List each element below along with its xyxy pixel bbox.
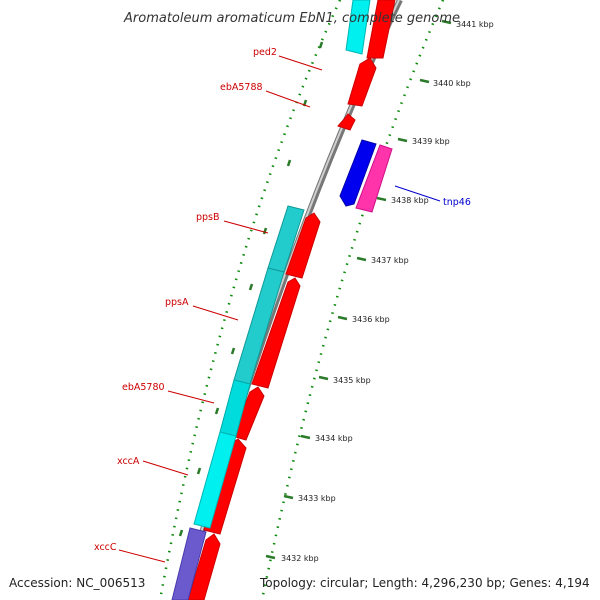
gene-labels: ped2 ebA5788 ppsB ppsA ebA5780 xccA xccC… <box>94 47 471 553</box>
topology-text: Topology: circular; Length: 4,296,230 bp… <box>259 576 590 590</box>
gene-label-ebA5780[interactable]: ebA5780 <box>122 382 165 393</box>
gene-label-ppsA[interactable]: ppsA <box>165 297 189 308</box>
gene-arrow-ped2[interactable] <box>347 57 377 107</box>
gene-label-ppsB[interactable]: ppsB <box>196 212 220 223</box>
tick-label: 3434 kbp <box>315 434 353 443</box>
outer-major-tick <box>283 494 294 500</box>
tick-labels: 3432 kbp 3433 kbp 3434 kbp 3435 kbp 3436… <box>281 20 494 563</box>
gene-arrow-top-cyan[interactable] <box>345 0 371 55</box>
leader-line-tnp46 <box>394 185 441 202</box>
inner-major-tick <box>230 347 236 355</box>
inner-major-ticks <box>178 41 324 537</box>
leader-line-ped2 <box>278 55 323 71</box>
tick-label: 3433 kbp <box>298 494 336 503</box>
outer-major-tick <box>300 434 311 440</box>
gene-label-tnp46[interactable]: tnp46 <box>443 197 471 208</box>
outer-major-tick <box>419 78 430 84</box>
leader-line-xccC <box>118 549 166 563</box>
outer-major-tick <box>337 315 348 321</box>
gene-arrow-xccA-reverse[interactable] <box>193 431 237 529</box>
inner-major-tick <box>262 227 268 235</box>
tnp46-genes <box>339 139 393 213</box>
forward-genes <box>187 0 396 600</box>
tick-label: 3432 kbp <box>281 554 319 563</box>
gene-arrow-tnp46-pink[interactable] <box>355 144 393 213</box>
gene-label-xccC[interactable]: xccC <box>94 542 117 553</box>
accession-text: Accession: NC_006513 <box>9 576 145 590</box>
gene-arrow-tnp46-blue[interactable] <box>339 139 377 207</box>
tick-label: 3437 kbp <box>371 256 409 265</box>
leader-line-ppsB <box>223 220 269 234</box>
gene-arrow-top-red[interactable] <box>366 0 396 59</box>
leader-line-xccA <box>142 460 189 476</box>
tick-label: 3436 kbp <box>352 315 390 324</box>
gene-arrow-xccC-reverse[interactable] <box>171 527 207 600</box>
gene-label-ebA5788[interactable]: ebA5788 <box>220 82 263 93</box>
inner-major-tick <box>248 283 254 291</box>
gene-arrow-ppsB[interactable] <box>285 212 321 279</box>
reverse-genes <box>171 0 371 600</box>
tick-label: 3439 kbp <box>412 137 450 146</box>
gene-label-ped2[interactable]: ped2 <box>253 47 277 58</box>
tick-label: 3440 kbp <box>433 79 471 88</box>
gene-arrow-ebA5788[interactable] <box>337 113 356 131</box>
leader-lines <box>118 55 441 563</box>
outer-major-tick <box>356 256 367 262</box>
gene-label-xccA[interactable]: xccA <box>117 456 140 467</box>
map-title: Aromatoleum aromaticum EbN1, complete ge… <box>123 11 460 26</box>
leader-line-ebA5788 <box>265 90 311 108</box>
outer-major-ticks <box>265 19 452 560</box>
tick-label: 3438 kbp <box>391 196 429 205</box>
tick-label: 3435 kbp <box>333 376 371 385</box>
outer-major-tick <box>376 196 387 202</box>
outer-major-tick <box>441 19 452 25</box>
inner-major-tick <box>178 529 184 537</box>
tick-label: 3441 kbp <box>456 20 494 29</box>
inner-major-tick <box>286 159 292 167</box>
outer-major-tick <box>265 554 276 560</box>
inner-major-tick <box>196 467 202 475</box>
leader-line-ppsA <box>192 305 239 321</box>
inner-major-tick <box>214 407 220 415</box>
outer-major-tick <box>397 137 408 143</box>
gene-arrow-ppsA[interactable] <box>251 277 301 389</box>
outer-major-tick <box>318 375 329 381</box>
inner-major-tick <box>318 41 324 49</box>
leader-line-ebA5780 <box>167 390 215 404</box>
